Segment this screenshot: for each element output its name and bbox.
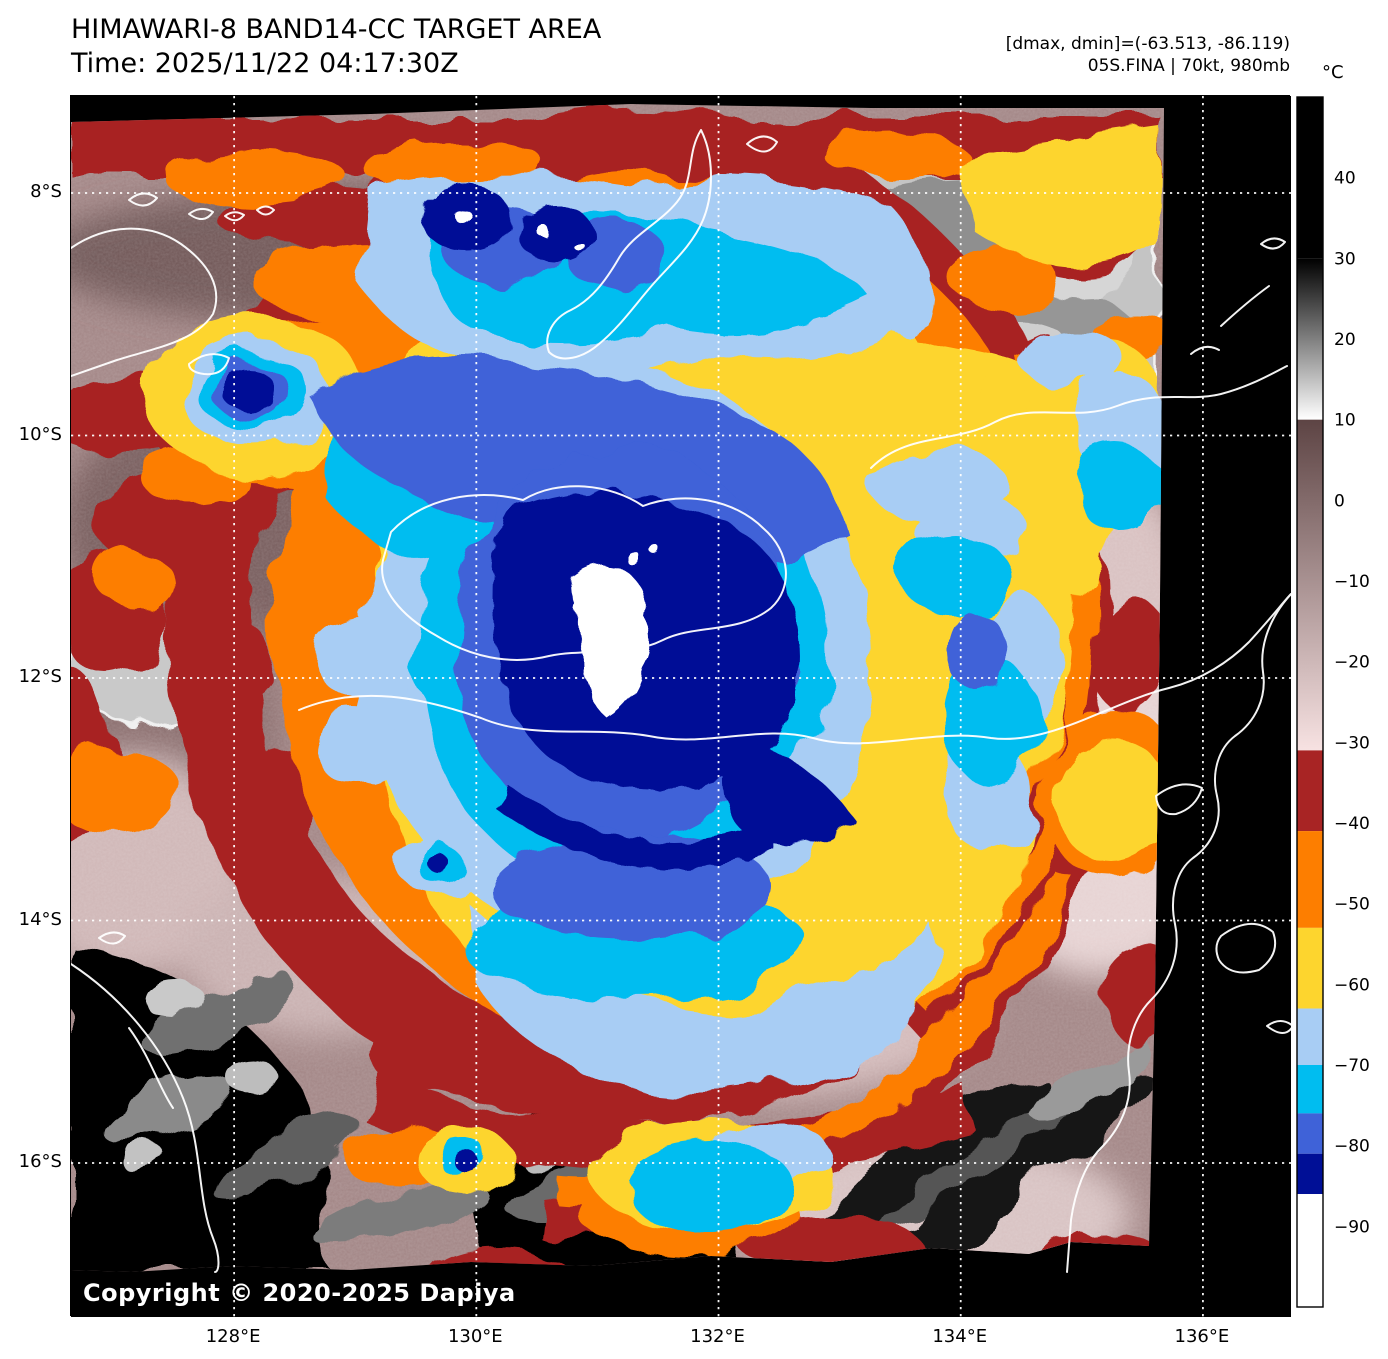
colorbar-tick-labels: 40 30 20 10 0 −10 −20 −30 −40 −50 −60 −70 −80 −90 [1334,169,1370,1238]
colorbar-segment [1297,1008,1323,1065]
y-tick-label: 10°S [18,423,62,445]
colorbar-segment [1297,1153,1323,1195]
y-tick-label: 14°S [18,908,62,930]
latlon-gridlines [71,96,1291,1317]
colorbar-segment [1297,1065,1323,1114]
colorbar-segment [1297,258,1323,420]
colorbar-tick-label: 20 [1334,330,1356,350]
colorbar-tick-label: −30 [1334,733,1370,753]
x-tick-label: 136°E [1174,1326,1230,1347]
colorbar-tick-label: −50 [1334,895,1370,915]
page-title: HIMAWARI-8 BAND14-CC TARGET AREA [71,14,602,45]
coastline-gulf-west [1066,593,1291,1273]
dmax-dmin-annotation: [dmax, dmin]=(-63.513, -86.119) [1005,34,1290,54]
y-tick-label: 12°S [18,666,62,687]
satellite-map-plot: Copyright © 2020-2025 Dapiya [70,95,1291,1317]
x-tick-label: 130°E [447,1326,503,1347]
coastline-nt-mainland [298,593,1291,745]
coastline-islands-nw [128,192,275,376]
colorbar-segment [1297,750,1323,832]
data-swath [71,104,1164,1272]
x-tick-label: 128°E [205,1326,261,1347]
colorbar-segment [1297,97,1323,259]
colorbar-svg: 40 30 20 10 0 −10 −20 −30 −40 −50 −60 −70 −80 −90 [1296,96,1370,1308]
colorbar-tick-label: −70 [1334,1056,1370,1076]
colorbar: 40 30 20 10 0 −10 −20 −30 −40 −50 −60 −70 −80 −90 [1296,95,1388,1325]
colorbar-tick-label: −80 [1334,1137,1370,1157]
coastline-tiwi-islands [381,485,787,661]
colorbar-tick-label: −60 [1334,975,1370,995]
coastline-kimberley [71,931,220,1273]
y-tick-label: 8°S [30,181,62,202]
colorbar-segment [1297,927,1323,1009]
colorbar-unit-label: °C [1322,62,1344,83]
x-tick-label: 134°E [932,1326,988,1347]
coastline-groote-islands [1155,237,1291,1034]
colorbar-tick-label: −10 [1334,572,1370,592]
copyright-watermark: Copyright © 2020-2025 Dapiya [83,1279,516,1307]
coastline-tanimbar [546,129,778,360]
colorbar-segments [1297,97,1323,1307]
y-tick-label: 16°S [18,1151,62,1172]
colorbar-frame [1296,96,1324,1308]
timestamp: Time: 2025/11/22 04:17:30Z [71,48,459,79]
coastline-arnhem-north [870,365,1288,469]
colorbar-segment [1297,1113,1323,1154]
x-tick-label: 132°E [690,1326,745,1347]
colorbar-segment [1297,831,1323,928]
colorbar-segment [1297,419,1323,751]
coastlines [71,129,1291,1273]
colorbar-segment [1297,1194,1323,1307]
colorbar-tick-label: −40 [1334,814,1370,834]
coastline-timor [71,227,218,377]
colorbar-tick-label: −90 [1334,1217,1370,1237]
overshooting-tops-white [455,208,661,718]
colorbar-tick-label: 10 [1334,411,1356,431]
colorbar-tick-label: −20 [1334,653,1370,673]
colorbar-tick-label: 30 [1334,249,1356,269]
colorbar-tick-label: 40 [1334,169,1356,189]
storm-annotation: 05S.FINA | 70kt, 980mb [1087,56,1290,76]
colorbar-tick-label: 0 [1334,491,1345,511]
satellite-map [71,96,1291,1317]
